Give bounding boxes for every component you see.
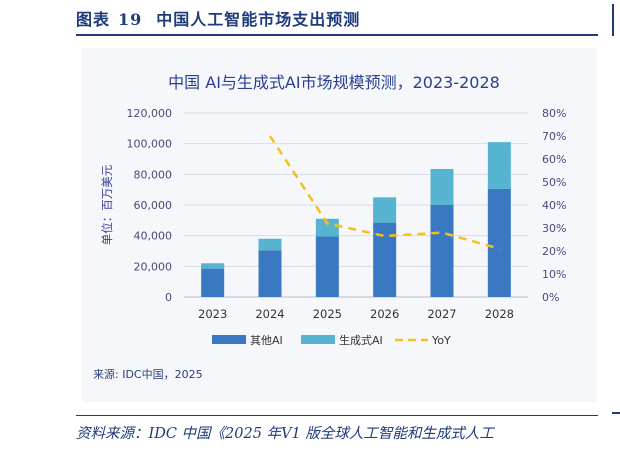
yoy-line xyxy=(268,135,500,250)
legend-label-genai: 生成式AI xyxy=(339,333,383,347)
x-tick-label: 2023 xyxy=(198,307,227,321)
bar-genai xyxy=(258,238,282,251)
source-note: 来源: IDC中国，2025 xyxy=(93,368,203,381)
x-tick-label: 2025 xyxy=(313,307,342,321)
y-tick-label: 120,000 xyxy=(127,107,173,120)
bar-other-ai xyxy=(315,236,339,297)
x-tick-label: 2024 xyxy=(255,307,284,321)
bar-genai xyxy=(430,168,454,205)
bar-other-ai xyxy=(373,222,397,297)
y2-tick-label: 50% xyxy=(542,176,566,189)
bar-other-ai xyxy=(258,250,282,297)
x-tick-label: 2028 xyxy=(485,307,514,321)
y2-tick-label: 20% xyxy=(542,245,566,258)
y-tick-label: 60,000 xyxy=(134,199,173,212)
figure-header: 图表 19 中国人工智能市场支出预测 xyxy=(76,6,360,30)
figure-number: 19 xyxy=(118,10,143,29)
x-tick-label: 2026 xyxy=(370,307,399,321)
bar-genai xyxy=(487,142,511,189)
legend-label-other-ai: 其他AI xyxy=(250,334,283,347)
chart-title: 中国 AI与生成式AI市场规模预测，2023-2028 xyxy=(168,73,500,92)
y-tick-label: 80,000 xyxy=(134,168,173,181)
bar-genai xyxy=(201,263,225,269)
figure-label: 图表 xyxy=(76,10,111,29)
y2-tick-label: 0% xyxy=(542,291,559,304)
y-tick-label: 20,000 xyxy=(134,260,173,273)
y-tick-label: 100,000 xyxy=(127,138,173,151)
footer-rule xyxy=(76,415,598,416)
y-axis-label: 单位：百万美元 xyxy=(100,164,114,245)
x-tick-label: 2027 xyxy=(427,307,456,321)
bar-genai xyxy=(373,197,397,223)
y2-tick-label: 30% xyxy=(542,222,566,235)
y-tick-label: 0 xyxy=(165,291,172,304)
figure-title: 中国人工智能市场支出预测 xyxy=(156,10,361,29)
bar-other-ai xyxy=(201,268,225,297)
y-tick-label: 40,000 xyxy=(134,230,173,243)
bar-genai xyxy=(315,218,339,237)
y2-tick-label: 40% xyxy=(542,199,566,212)
footer-rule-edge xyxy=(612,412,620,414)
header-rule xyxy=(76,34,598,36)
bar-other-ai xyxy=(487,188,511,297)
bar-other-ai xyxy=(430,205,454,297)
y2-tick-label: 70% xyxy=(542,130,566,143)
footer-source: 资料来源：IDC 中国《2025 年V1 版全球人工智能和生成式人工 xyxy=(76,426,494,442)
y2-tick-label: 80% xyxy=(542,107,566,120)
legend-swatch-other-ai xyxy=(212,335,246,344)
legend-label-yoy: YoY xyxy=(431,334,451,347)
y2-tick-label: 10% xyxy=(542,268,566,281)
header-rule-edge xyxy=(612,4,614,36)
y2-tick-label: 60% xyxy=(542,153,566,166)
legend-swatch-genai xyxy=(301,335,335,344)
